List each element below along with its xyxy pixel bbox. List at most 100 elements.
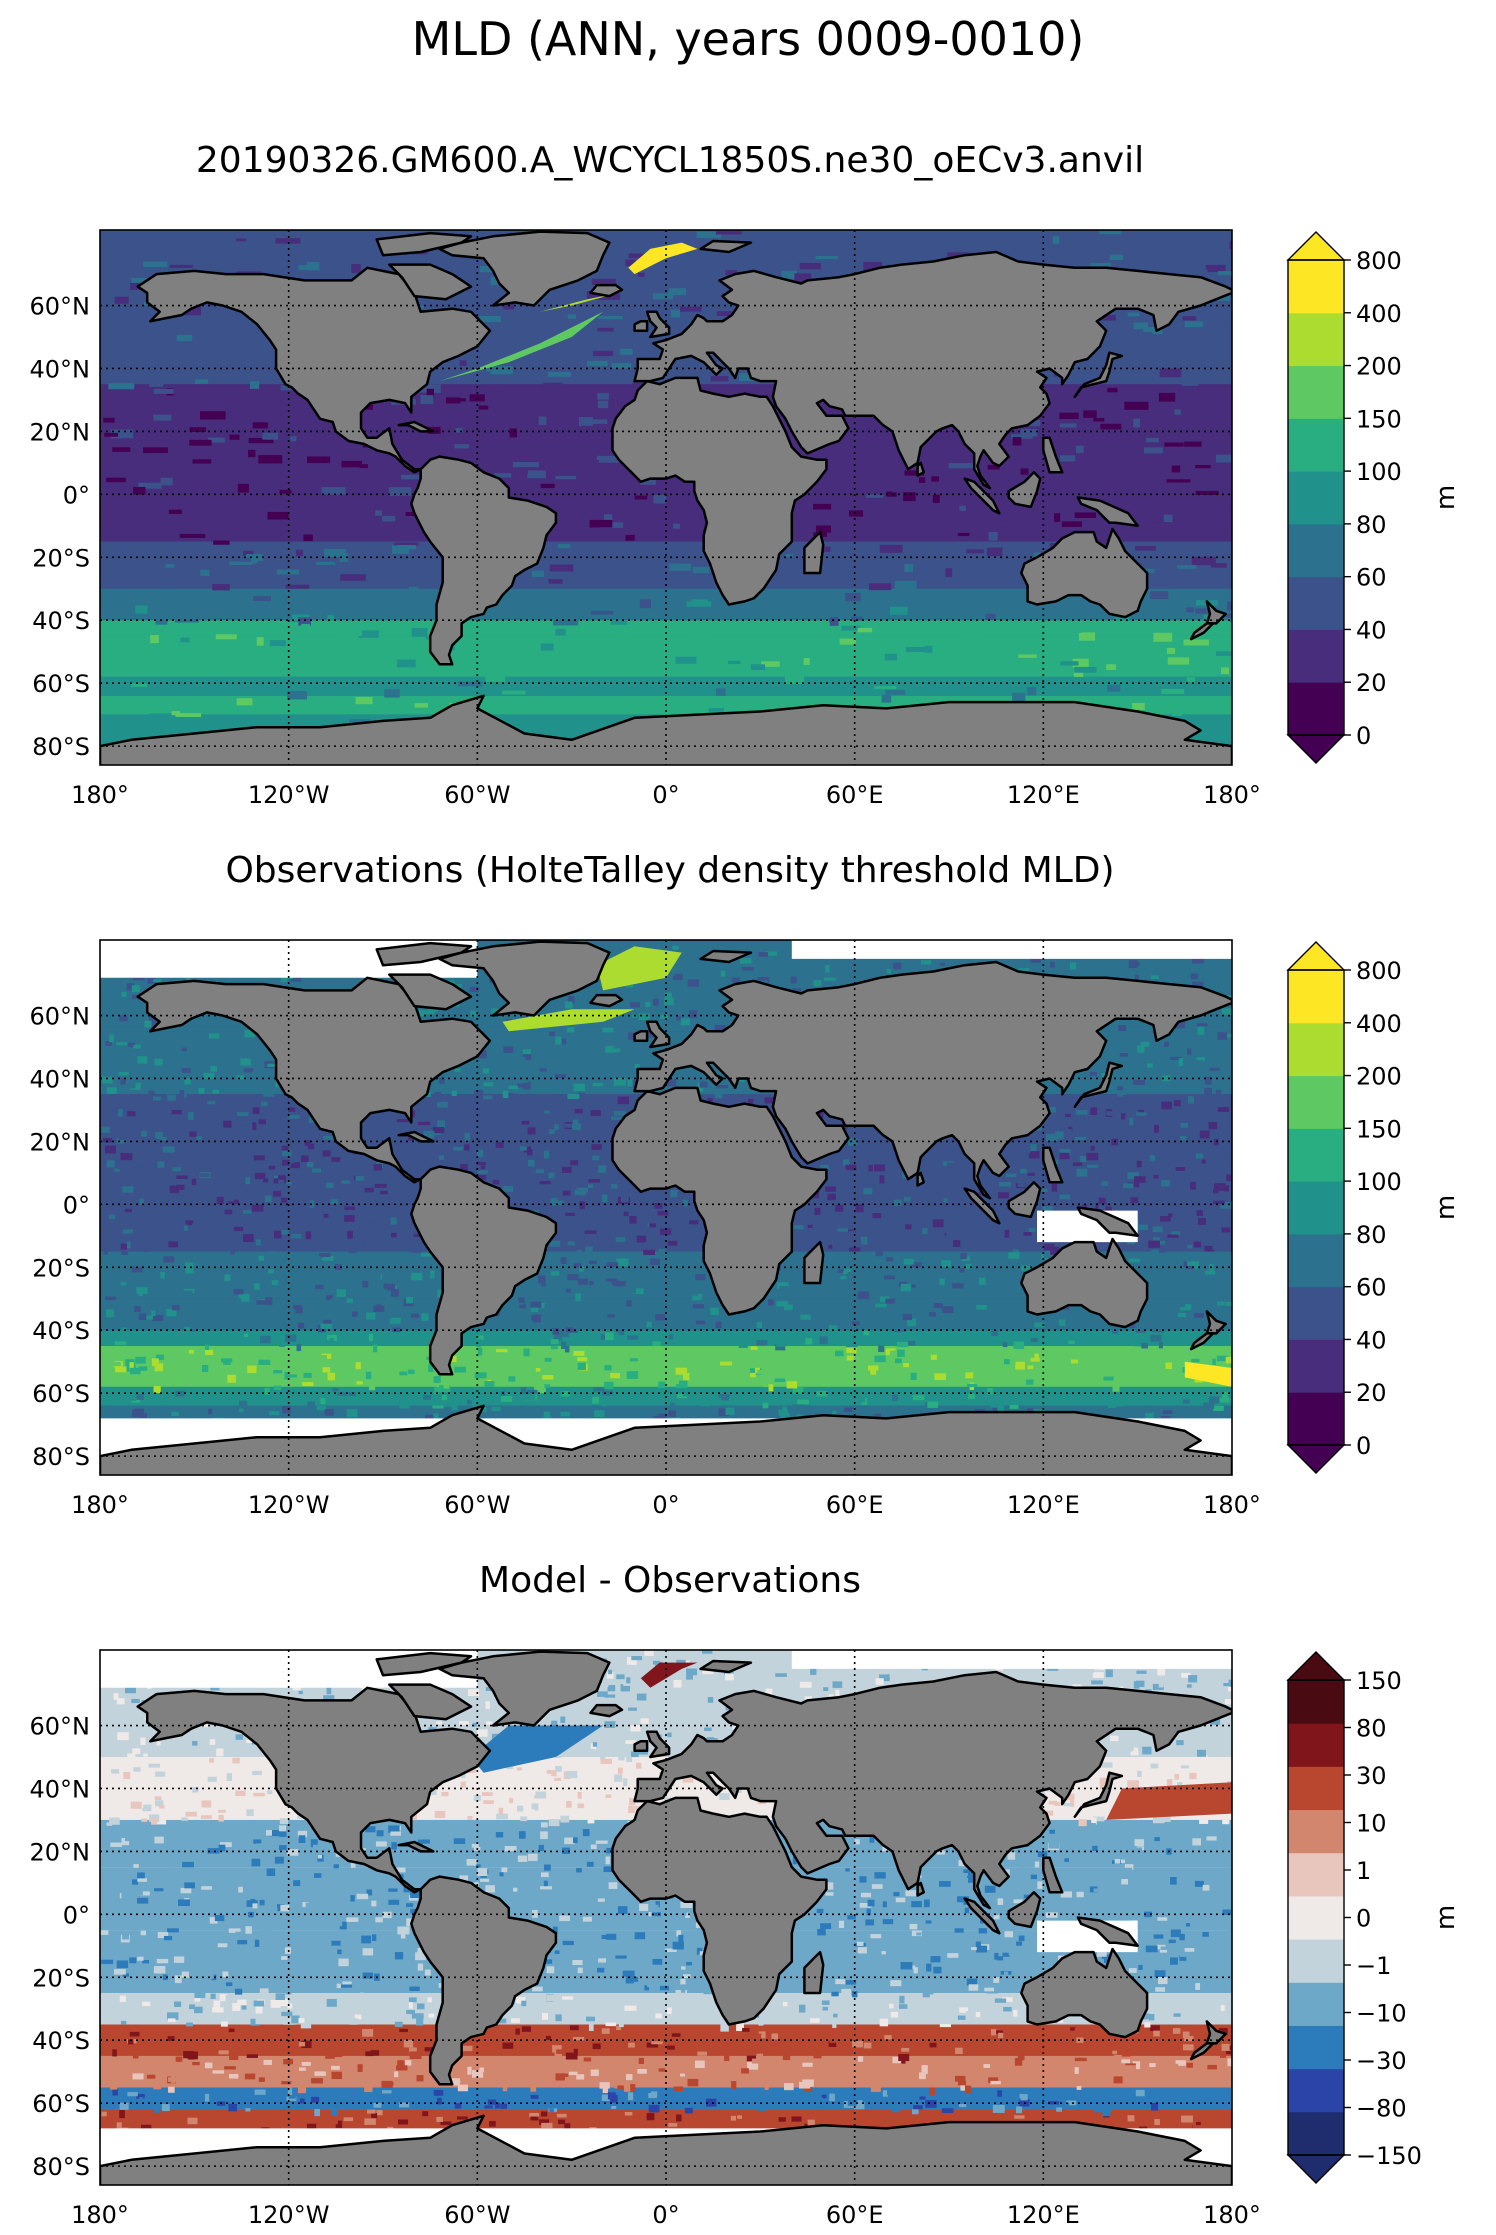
colorbar-segment [1288, 471, 1344, 525]
landmass-greenland [438, 230, 611, 307]
x-tick-label: 0° [652, 1491, 679, 1519]
colorbar-extend-max [1286, 1651, 1346, 1681]
landmass-newguinea [1076, 1916, 1139, 1948]
colorbar-tick-label: 400 [1356, 300, 1402, 328]
colorbar-tick-label: 100 [1356, 1168, 1402, 1196]
landmass-japan [1073, 351, 1124, 399]
landmass-greenland [438, 940, 611, 1017]
x-tick-label: 120°E [1007, 2201, 1080, 2229]
colorbar-tick-label: 10 [1356, 1810, 1387, 1838]
colorbar-tick-label: 60 [1356, 1274, 1387, 1302]
map-frame [99, 1649, 1233, 2186]
y-tick-label: 40°S [32, 2027, 90, 2055]
landmass-nz2 [1189, 622, 1215, 641]
colorbar-segment [1288, 1723, 1344, 1767]
y-tick-label: 0° [63, 481, 90, 509]
colorbar-segment [1288, 365, 1344, 419]
colorbar-segment [1288, 2111, 1344, 2156]
map-frame [99, 229, 1233, 766]
colorbar-tick-label: 200 [1356, 1063, 1402, 1091]
x-tick-label: 0° [652, 781, 679, 809]
y-tick-label: 80°S [32, 1443, 90, 1471]
landmass-philippines [1042, 436, 1064, 474]
colorbar-segment [1288, 418, 1344, 472]
y-tick-label: 40°N [30, 1775, 91, 1803]
landmass-antarctica [100, 1404, 1232, 1475]
panel-1-model-map: 180° 120°W 60°W 0° 60°E 120°E 180° 60°N 40°N 20°N… [30, 229, 1461, 809]
colorbar-unit-label: m [1431, 1905, 1461, 1930]
y-tick-label: 20°S [32, 544, 90, 572]
panel-1-title: 20190326.GM600.A_WCYCL1850S.ne30_oECv3.a… [195, 140, 1145, 181]
landmass-eurasia [633, 250, 1232, 490]
y-tick-label: 60°N [30, 1713, 91, 1741]
landmass-antarctica [100, 2114, 1232, 2185]
landmass-sumatra [963, 1187, 1001, 1225]
colorbar-tick-label: 100 [1356, 458, 1402, 486]
colorbar-extend-max [1286, 231, 1346, 261]
colorbar-tick-label: 80 [1356, 1715, 1387, 1743]
colorbar-tick-label: 30 [1356, 1762, 1387, 1790]
colorbar-segment [1288, 1181, 1344, 1235]
colorbar-tick-label: 60 [1356, 564, 1387, 592]
landmass-sumatra [963, 1897, 1001, 1935]
landmass-greenland [438, 1650, 611, 1727]
y-tick-label: 40°N [30, 1065, 91, 1093]
y-tick-label: 60°S [32, 2090, 90, 2118]
colorbar-segment [1288, 1895, 1344, 1940]
land-mask [100, 230, 1232, 765]
landmass-japan [1073, 1061, 1124, 1109]
landmass-cuba [397, 1840, 435, 1853]
landmass-uk [645, 1020, 671, 1049]
y-tick-label: 20°N [30, 1838, 91, 1866]
colorbar-tick-label: 80 [1356, 1221, 1387, 1249]
colorbar-segment [1288, 1128, 1344, 1182]
colorbar-segment [1288, 260, 1344, 314]
panel-3-difference-map: 180° 120°W 60°W 0° 60°E 120°E 180° 60°N 40°N 20°N… [30, 1649, 1461, 2229]
landmass-nz [1205, 1310, 1227, 1335]
landmass-uk [645, 1730, 671, 1759]
landmass-australia [1020, 1947, 1149, 2039]
landmass-sumatra [963, 477, 1001, 515]
x-tick-label: 120°W [248, 781, 330, 809]
colorbar-tick-label: 800 [1356, 957, 1402, 985]
y-tick-label: 60°N [30, 293, 91, 321]
colorbar-extend-min [1286, 734, 1346, 764]
colorbar-tick-label: 0 [1356, 1432, 1371, 1460]
colorbar-segment [1288, 2025, 1344, 2070]
x-tick-label: 180° [1203, 781, 1261, 809]
y-tick-label: 0° [63, 1191, 90, 1219]
y-tick-label: 60°S [32, 1380, 90, 1408]
colorbar-tick-label: −10 [1356, 2000, 1407, 2028]
colorbar-segment [1288, 312, 1344, 367]
landmass-newguinea [1076, 496, 1139, 528]
colorbar-tick-label: 20 [1356, 669, 1387, 697]
landmass-australia [1020, 527, 1149, 619]
landmass-eurasia [633, 960, 1232, 1200]
colorbar-tick-label: −80 [1356, 2095, 1407, 2123]
colorbar-segment [1288, 1809, 1344, 1854]
colorbar-extend-max [1286, 941, 1346, 971]
colorbar-tick-label: 150 [1356, 1115, 1402, 1143]
land-mask [100, 1650, 1232, 2185]
y-tick-label: 0° [63, 1901, 90, 1929]
colorbar-tick-label: −1 [1356, 1952, 1391, 1980]
landmass-ireland [633, 1740, 649, 1752]
x-tick-label: 60°W [444, 781, 510, 809]
landmass-namerica [136, 976, 492, 1184]
colorbar-tick-label: 150 [1356, 1667, 1402, 1695]
y-tick-label: 20°S [32, 1964, 90, 1992]
colorbar-segment [1288, 970, 1344, 1024]
landmass-baffin [388, 1683, 473, 1721]
colorbar-tick-label: 80 [1356, 511, 1387, 539]
landmass-iceland [589, 993, 624, 1008]
colorbar-unit-label: m [1431, 1195, 1461, 1220]
colorbar-unit-label: m [1431, 485, 1461, 510]
landmass-svalbard [699, 1659, 753, 1674]
colorbar-tick-label: 800 [1356, 247, 1402, 275]
colorbar-tick-label: −30 [1356, 2047, 1407, 2075]
colorbar-segment [1288, 1075, 1344, 1129]
landmass-iceland [589, 283, 624, 298]
landmass-nz2 [1189, 1332, 1215, 1351]
landmass-cuba [397, 1130, 435, 1143]
